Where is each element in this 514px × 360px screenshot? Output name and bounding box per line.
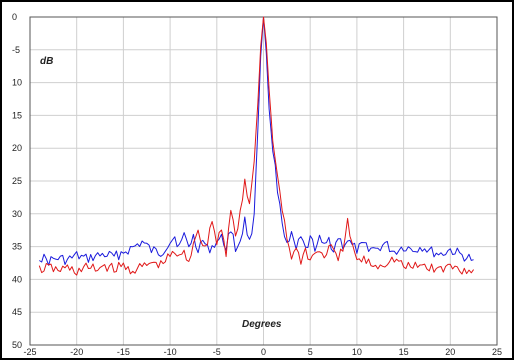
y-tick-label: 0	[12, 12, 17, 22]
y-axis-label: dB	[40, 56, 53, 67]
y-tick-label: 10	[12, 78, 22, 88]
series-line-2	[38, 16, 475, 276]
x-tick-label: -20	[70, 347, 83, 357]
y-tick-label: 40	[12, 274, 22, 284]
y-tick-label: 45	[12, 307, 22, 317]
x-tick-label: -5	[213, 347, 221, 357]
x-tick-label: -15	[117, 347, 130, 357]
x-tick-label: 25	[492, 347, 502, 357]
y-tick-label: 30	[12, 209, 22, 219]
series-layer	[38, 16, 475, 276]
x-tick-labels: -25 -20 -15 -10 -5 0 5 10 15 20 25	[23, 347, 502, 357]
y-tick-label: 25	[12, 176, 22, 186]
y-tick-label: -5	[12, 45, 20, 55]
x-axis-label: Degrees	[242, 319, 282, 330]
y-tick-labels: 0 -5 10 15 20 25 30 35 40 45 50	[12, 12, 22, 350]
gridlines	[29, 16, 498, 346]
x-tick-label: 15	[399, 347, 409, 357]
y-tick-label: 50	[12, 340, 22, 350]
x-tick-label: 10	[352, 347, 362, 357]
y-tick-label: 35	[12, 242, 22, 252]
y-tick-label: 15	[12, 110, 22, 120]
series-line-1	[39, 16, 474, 266]
x-tick-label: -25	[23, 347, 36, 357]
x-tick-label: 0	[261, 347, 266, 357]
y-tick-label: 20	[12, 143, 22, 153]
x-tick-label: 5	[308, 347, 313, 357]
x-tick-label: -10	[164, 347, 177, 357]
x-tick-label: 20	[445, 347, 455, 357]
